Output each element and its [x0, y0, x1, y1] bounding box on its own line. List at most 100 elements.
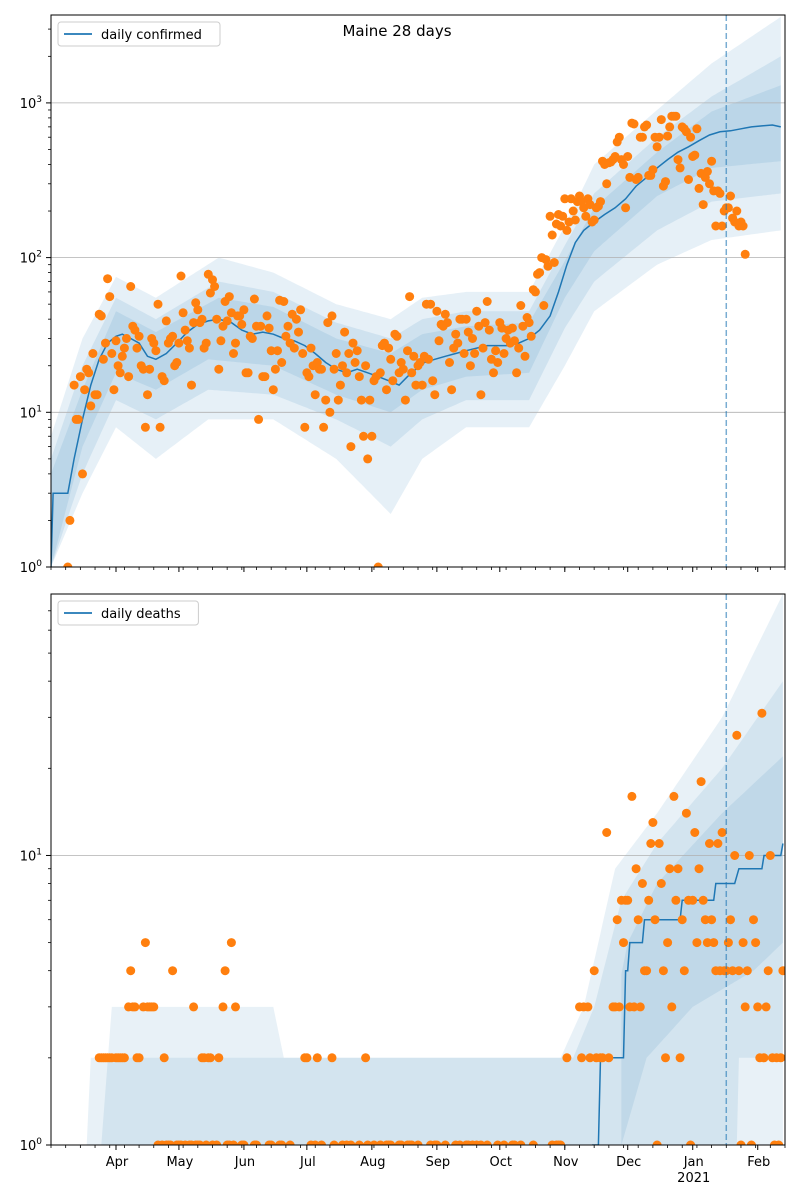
- data-point: [715, 188, 725, 198]
- data-point: [637, 879, 647, 888]
- data-point: [304, 372, 314, 382]
- data-point: [447, 385, 457, 395]
- data-point: [440, 1140, 450, 1145]
- y-tick-label: 100: [20, 559, 43, 576]
- data-point: [283, 321, 293, 331]
- data-point: [459, 349, 469, 358]
- data-point: [205, 1053, 215, 1063]
- data-point: [484, 325, 494, 335]
- data-point: [149, 1002, 159, 1012]
- data-point: [239, 1140, 249, 1145]
- data-point: [329, 364, 339, 374]
- data-point: [296, 305, 306, 315]
- data-point: [665, 122, 675, 132]
- data-point: [122, 334, 131, 343]
- data-point: [478, 343, 488, 353]
- data-point: [694, 183, 704, 193]
- data-point: [623, 895, 633, 905]
- data-point: [686, 1140, 696, 1145]
- figure-title: Maine 28 days: [342, 22, 451, 40]
- data-point: [151, 346, 161, 356]
- data-point: [159, 376, 169, 386]
- data-point: [224, 292, 234, 302]
- data-point: [700, 915, 710, 925]
- data-point: [176, 271, 186, 281]
- data-point: [702, 167, 712, 176]
- data-point: [388, 376, 398, 386]
- data-point: [744, 851, 754, 860]
- data-point: [493, 358, 503, 367]
- data-point: [589, 215, 599, 225]
- data-point: [254, 414, 264, 424]
- data-point: [596, 197, 605, 207]
- data-point: [512, 368, 522, 378]
- data-point: [78, 469, 87, 479]
- data-point: [560, 194, 570, 204]
- uncertainty-band-2: [621, 756, 783, 1145]
- data-point: [268, 385, 278, 395]
- data-point: [650, 915, 660, 925]
- x-tick-label: Jun: [234, 1155, 255, 1170]
- data-point: [155, 422, 165, 432]
- data-point: [323, 318, 333, 328]
- data-point: [642, 966, 652, 976]
- data-point: [629, 119, 639, 129]
- data-point: [736, 1140, 746, 1145]
- data-point: [476, 390, 486, 400]
- legend-box: [57, 21, 221, 47]
- data-point: [681, 808, 691, 818]
- data-point: [549, 258, 559, 267]
- data-point: [619, 938, 628, 948]
- data-point: [109, 385, 119, 395]
- data-point: [333, 395, 343, 405]
- x-tick-label: Aug: [360, 1155, 385, 1170]
- data-point: [465, 361, 475, 371]
- data-point: [440, 309, 450, 319]
- data-point: [472, 306, 482, 316]
- data-point: [249, 294, 259, 304]
- data-point: [331, 349, 341, 358]
- data-point: [208, 275, 217, 285]
- data-point: [184, 343, 194, 353]
- data-point: [220, 966, 230, 976]
- data-point: [702, 938, 712, 948]
- data-point: [113, 361, 123, 371]
- data-point: [197, 314, 207, 324]
- data-point: [507, 323, 517, 333]
- data-point: [134, 1053, 144, 1063]
- data-point: [266, 1140, 276, 1145]
- data-point: [222, 316, 232, 326]
- data-point: [119, 1053, 129, 1063]
- data-point: [753, 1002, 763, 1012]
- confirmed-panel: 100 101 102 103 daily confirmed: [20, 14, 786, 576]
- data-point: [602, 828, 612, 837]
- data-point: [312, 1053, 322, 1063]
- data-point: [260, 372, 270, 382]
- y-tick-label: 101: [20, 404, 42, 421]
- data-point: [279, 297, 289, 306]
- data-point: [658, 966, 668, 976]
- data-point: [510, 336, 519, 346]
- data-point: [140, 938, 150, 948]
- data-point: [614, 1002, 624, 1012]
- data-point: [652, 1140, 662, 1145]
- data-point: [499, 349, 509, 358]
- data-point: [191, 298, 201, 308]
- data-point: [738, 938, 748, 948]
- data-point: [174, 338, 184, 348]
- data-point: [411, 380, 421, 390]
- data-point: [711, 221, 721, 231]
- data-point: [373, 562, 383, 567]
- data-point: [667, 1002, 677, 1012]
- data-point: [556, 1140, 566, 1145]
- data-point: [627, 791, 637, 801]
- data-point: [646, 839, 656, 848]
- uncertainty-band-0: [51, 16, 781, 567]
- data-point: [463, 327, 473, 337]
- legend-label: daily confirmed: [101, 28, 202, 43]
- data-point: [482, 297, 492, 306]
- data-point: [740, 1002, 750, 1012]
- data-point: [604, 1053, 614, 1063]
- data-point: [212, 314, 222, 324]
- data-point: [679, 966, 689, 976]
